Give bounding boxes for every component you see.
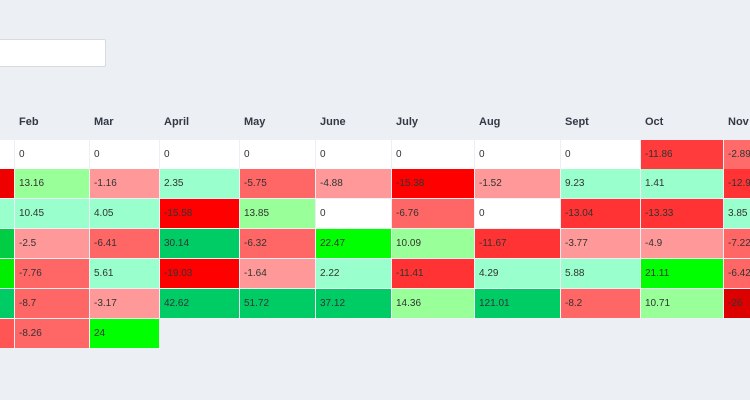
- table-cell: 121.01: [475, 289, 560, 318]
- table-cell: -11.86: [641, 140, 723, 169]
- column-header-nov[interactable]: Nov: [728, 116, 749, 128]
- table-cell: 5.61: [90, 259, 159, 288]
- table-cell: 22.47: [316, 229, 391, 258]
- table-cell: 51.72: [240, 289, 315, 318]
- table-cell: -19.03: [160, 259, 239, 288]
- table-cell: 0: [316, 199, 391, 228]
- table-cell: -6.76: [392, 199, 474, 228]
- table-cell: -8.2: [561, 289, 640, 318]
- column-header-mar[interactable]: Mar: [94, 116, 114, 128]
- column-header-sept[interactable]: Sept: [565, 116, 589, 128]
- table-cell: 0: [475, 199, 560, 228]
- table-cell: -13.04: [561, 199, 640, 228]
- table-cell: [0, 169, 14, 198]
- table-cell: 24: [90, 319, 159, 348]
- table-cell: 0: [90, 140, 159, 169]
- table-cell: 0: [392, 140, 474, 169]
- table-cell: -11.67: [475, 229, 560, 258]
- table-cell: -8.26: [15, 319, 89, 348]
- table-cell: -5.75: [240, 169, 315, 198]
- table-cell: 4.29: [475, 259, 560, 288]
- table-cell: 1.41: [641, 169, 723, 198]
- table-cell: 2.22: [316, 259, 391, 288]
- table-cell: -6.42: [724, 259, 750, 288]
- table-cell: 10.71: [641, 289, 723, 318]
- table-cell: 0: [240, 140, 315, 169]
- table-cell: 0: [316, 140, 391, 169]
- table-cell: -4.88: [316, 169, 391, 198]
- filter-input[interactable]: [0, 39, 106, 67]
- table-cell: -8.7: [15, 289, 89, 318]
- column-header-aug[interactable]: Aug: [479, 116, 501, 128]
- column-header-april[interactable]: April: [164, 116, 190, 128]
- table-cell: [0, 199, 14, 228]
- table-cell: [0, 289, 14, 318]
- table-cell: 13.16: [15, 169, 89, 198]
- table-cell: 0: [15, 140, 89, 169]
- column-header-may[interactable]: May: [244, 116, 266, 128]
- table-cell: 0: [475, 140, 560, 169]
- table-cell: 5.88: [561, 259, 640, 288]
- table-cell: [0, 319, 14, 348]
- table-cell: 2.35: [160, 169, 239, 198]
- table-cell: 30.14: [160, 229, 239, 258]
- table-cell: -3.17: [90, 289, 159, 318]
- table-cell: -12.9: [724, 169, 750, 198]
- table-cell: 42.62: [160, 289, 239, 318]
- table-cell: 13.85: [240, 199, 315, 228]
- column-header-july[interactable]: July: [396, 116, 419, 128]
- table-cell: 4.05: [90, 199, 159, 228]
- table-cell: 3.85: [724, 199, 750, 228]
- table-cell: -2.5: [15, 229, 89, 258]
- table-cell: -6.32: [240, 229, 315, 258]
- table-cell: -15.38: [392, 169, 474, 198]
- table-cell: -2.89: [724, 140, 750, 169]
- table-cell: [0, 259, 14, 288]
- table-cell: -3.77: [561, 229, 640, 258]
- table-cell: 0: [160, 140, 239, 169]
- table-cell: -11.41: [392, 259, 474, 288]
- column-header-feb[interactable]: Feb: [19, 116, 39, 128]
- table-cell: -1.16: [90, 169, 159, 198]
- table-cell: -15.58: [160, 199, 239, 228]
- table-cell: 14.36: [392, 289, 474, 318]
- table-cell: -1.52: [475, 169, 560, 198]
- table-cell: 10.45: [15, 199, 89, 228]
- table-cell: -13.33: [641, 199, 723, 228]
- table-cell: -1.64: [240, 259, 315, 288]
- column-header-oct[interactable]: Oct: [645, 116, 664, 128]
- table-cell: [0, 229, 14, 258]
- table-cell: 37.12: [316, 289, 391, 318]
- table-cell: -7.22: [724, 229, 750, 258]
- table-cell: 0: [561, 140, 640, 169]
- column-header-june[interactable]: June: [320, 116, 346, 128]
- table-cell: -6.41: [90, 229, 159, 258]
- table-cell: 10.09: [392, 229, 474, 258]
- table-cell: [0, 140, 14, 169]
- table-cell: -4.9: [641, 229, 723, 258]
- table-cell: 9.23: [561, 169, 640, 198]
- table-cell: 21.11: [641, 259, 723, 288]
- table-cell: -7.76: [15, 259, 89, 288]
- table-cell: -26: [724, 289, 750, 318]
